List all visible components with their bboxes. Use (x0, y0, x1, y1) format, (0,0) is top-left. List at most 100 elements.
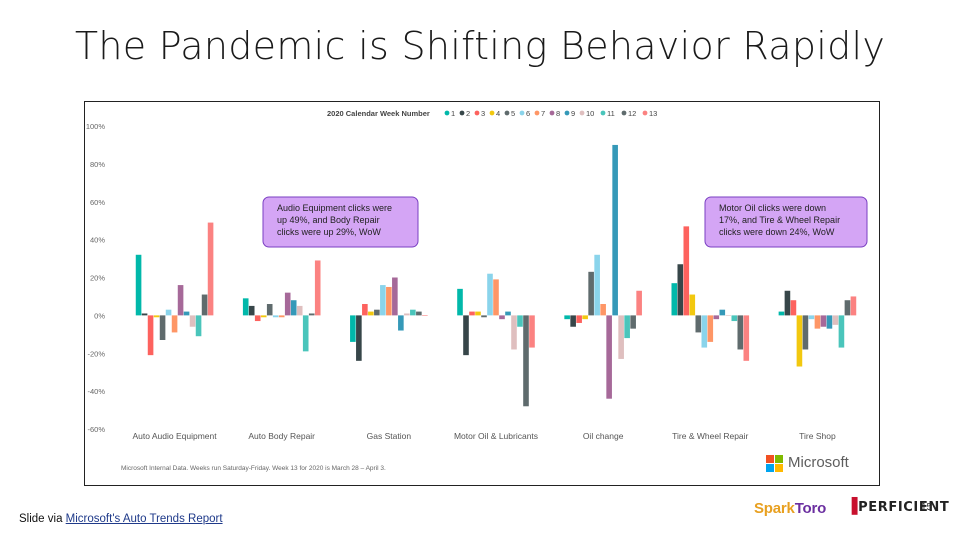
annotation-text: clicks were up 29%, WoW (277, 227, 381, 237)
bar (153, 315, 160, 318)
y-tick-label: 100% (86, 122, 106, 131)
legend-title: 2020 Calendar Week Number (327, 109, 430, 118)
annotation-text: up 49%, and Body Repair (277, 215, 380, 225)
perficient-logo-mark: ▐ (846, 497, 859, 515)
bar (594, 254, 600, 316)
bar (398, 315, 404, 331)
bar (796, 315, 803, 367)
y-tick-label: -40% (87, 387, 105, 396)
bar (135, 254, 142, 316)
bar (177, 285, 184, 316)
bar (707, 315, 714, 342)
bar (511, 315, 517, 350)
bar (743, 315, 750, 361)
bar (778, 311, 785, 316)
slide-number: 15 (921, 502, 933, 513)
bar (844, 300, 851, 316)
y-tick-label: -60% (87, 425, 105, 434)
bar (147, 315, 154, 356)
y-tick-label: 0% (94, 311, 105, 320)
legend-marker (504, 110, 510, 116)
bar (141, 313, 148, 316)
bar (392, 277, 398, 316)
bar (570, 315, 576, 327)
bar (695, 315, 702, 333)
bar (481, 315, 487, 318)
legend-marker (564, 110, 570, 116)
sparktoro-logo-part: Toro (794, 500, 827, 517)
bar (457, 288, 463, 316)
bar (529, 315, 535, 348)
legend-marker (519, 110, 525, 116)
x-tick-label: Auto Audio Equipment (133, 431, 218, 441)
bar (719, 309, 726, 316)
bar (564, 315, 570, 320)
bar (248, 305, 255, 316)
bar (606, 315, 612, 399)
x-tick-label: Motor Oil & Lubricants (454, 431, 538, 441)
x-tick-label: Tire & Wheel Repair (672, 431, 748, 441)
bar (784, 290, 791, 316)
bar (475, 311, 481, 316)
legend-label: 5 (511, 109, 515, 118)
legend-marker (621, 110, 627, 116)
source-link[interactable]: Microsoft's Auto Trends Report (65, 513, 223, 525)
bar (195, 315, 202, 337)
bar (737, 315, 744, 350)
bar (838, 315, 845, 348)
microsoft-logo-square (775, 464, 783, 472)
perficient-logo: ▐PERFICIENT (846, 497, 949, 515)
legend-marker (600, 110, 606, 116)
slide-title: The Pandemic is Shifting Behavior Rapidl… (74, 24, 886, 68)
legend-marker (459, 110, 465, 116)
bar (422, 315, 428, 316)
bar (600, 304, 606, 316)
bar (404, 313, 410, 316)
bar (302, 315, 309, 352)
chart-frame: 100% 80% 60% 40% 20% 0% -20% -40% -60% 2020 Calen… (84, 101, 880, 486)
bar (624, 315, 630, 339)
bar (278, 315, 285, 318)
bar (576, 315, 582, 323)
microsoft-wordmark: Microsoft (788, 454, 849, 471)
bar (469, 311, 475, 316)
annotation-text: 17%, and Tire & Wheel Repair (719, 215, 840, 225)
bar (731, 315, 738, 322)
bar (517, 315, 523, 327)
legend-label: 11 (607, 109, 615, 118)
annotation-box (704, 196, 868, 248)
bar (487, 273, 493, 316)
legend-label: 10 (586, 109, 594, 118)
legend-label: 6 (526, 109, 530, 118)
bar (201, 294, 208, 316)
bar (850, 296, 857, 316)
bar (350, 315, 356, 342)
legend-label: 1 (451, 109, 455, 118)
bar (588, 271, 594, 316)
x-tick-label: Auto Body Repair (248, 431, 315, 441)
y-tick-label: 40% (90, 236, 105, 245)
x-tick-label: Gas Station (367, 431, 412, 441)
footer-prefix: Slide via (19, 513, 66, 525)
bar (713, 315, 720, 320)
bar (284, 292, 291, 316)
bar (272, 315, 279, 318)
bar (207, 222, 214, 316)
annotation-text: clicks were down 24%, WoW (719, 227, 835, 237)
chart-note: Microsoft Internal Data. Weeks run Satur… (121, 465, 386, 472)
annotation-text: Motor Oil clicks were down (719, 203, 826, 213)
bar (242, 298, 249, 316)
bar (380, 285, 386, 316)
bar (374, 309, 380, 316)
bar (159, 315, 166, 340)
microsoft-logo-square (766, 464, 774, 472)
bar (790, 300, 797, 316)
bar (314, 260, 321, 316)
bar (636, 290, 642, 316)
y-tick-label: 60% (90, 198, 105, 207)
legend-label: 8 (556, 109, 560, 118)
legend-label: 2 (466, 109, 470, 118)
legend-marker (489, 110, 495, 116)
bar (499, 315, 505, 320)
y-tick-label: -20% (87, 349, 105, 358)
